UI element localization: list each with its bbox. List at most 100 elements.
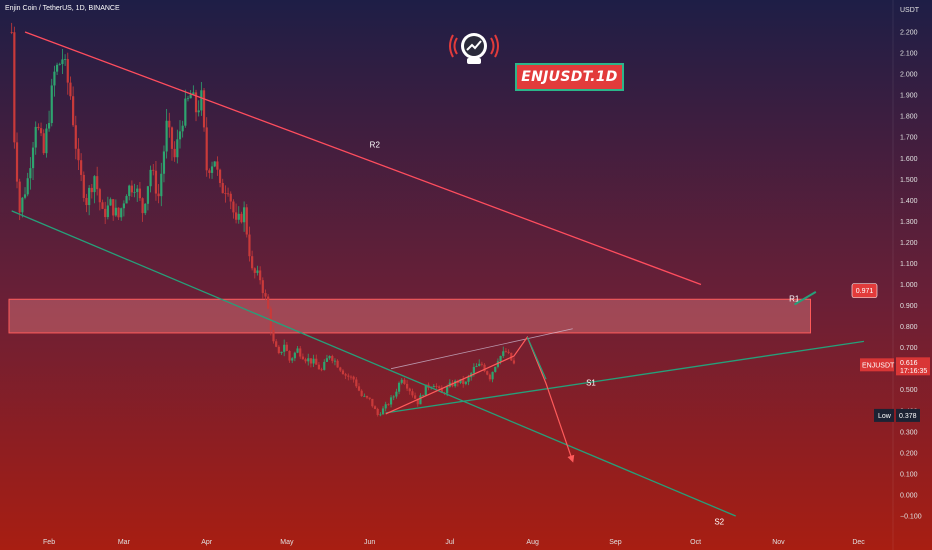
month-tick-label: Jun bbox=[364, 539, 375, 546]
candle bbox=[61, 48, 64, 74]
candle bbox=[101, 199, 104, 210]
candle bbox=[53, 65, 56, 97]
candle bbox=[355, 377, 358, 388]
time-axis[interactable]: Feb Mar Apr May Jun Jul Aug Sep Oct Nov Dec bbox=[43, 539, 865, 546]
candle bbox=[234, 203, 238, 224]
candle bbox=[88, 185, 91, 216]
candle bbox=[280, 351, 283, 355]
candle bbox=[285, 342, 288, 352]
candle bbox=[69, 76, 72, 100]
candle bbox=[21, 196, 24, 218]
candle bbox=[267, 294, 270, 310]
r1-price-tag[interactable]: 0.971 bbox=[851, 283, 878, 298]
price-axis[interactable]: 2.200 2.100 2.000 1.900 1.800 1.700 1.600 1.500… bbox=[900, 30, 922, 521]
candle bbox=[216, 156, 219, 176]
price-tick-label: 0.800 bbox=[900, 324, 918, 331]
candle bbox=[379, 412, 382, 417]
candle bbox=[315, 354, 318, 365]
candle bbox=[272, 325, 275, 344]
price-tick-label: 2.000 bbox=[900, 72, 918, 79]
candle bbox=[504, 348, 508, 353]
s1-label: S1 bbox=[586, 379, 596, 388]
price-tick-label: 1.000 bbox=[900, 282, 918, 289]
candle bbox=[494, 366, 497, 373]
candle bbox=[45, 124, 48, 158]
candle bbox=[363, 393, 366, 397]
price-tick-label: 0.300 bbox=[900, 429, 918, 436]
candle bbox=[483, 363, 486, 373]
candle bbox=[288, 350, 291, 363]
candle bbox=[365, 395, 369, 400]
candle bbox=[413, 392, 417, 400]
candle bbox=[283, 339, 286, 357]
candle bbox=[371, 398, 374, 408]
candle bbox=[403, 377, 406, 385]
candle bbox=[77, 138, 80, 171]
candle bbox=[72, 86, 75, 127]
svg-text:17:16:35: 17:16:35 bbox=[900, 368, 927, 375]
candle bbox=[208, 168, 211, 179]
trendline-s2[interactable] bbox=[11, 210, 736, 517]
candle bbox=[395, 388, 398, 399]
candle bbox=[323, 359, 326, 371]
candle bbox=[128, 184, 131, 201]
candle bbox=[162, 145, 166, 183]
trendline-s1[interactable] bbox=[385, 340, 865, 414]
candle bbox=[296, 345, 299, 354]
price-tick-label: 0.100 bbox=[900, 471, 918, 478]
candle bbox=[18, 178, 21, 221]
candle bbox=[360, 389, 363, 397]
month-tick-label: Jul bbox=[445, 539, 454, 546]
candle bbox=[320, 367, 323, 372]
candle bbox=[259, 266, 262, 285]
price-tick-label: 0.200 bbox=[900, 450, 918, 457]
candle bbox=[55, 62, 59, 76]
candle bbox=[336, 359, 339, 368]
candle bbox=[237, 206, 240, 224]
candle bbox=[186, 95, 190, 102]
candle bbox=[400, 377, 403, 385]
candle bbox=[112, 198, 115, 221]
svg-text:ENJUSDT: ENJUSDT bbox=[862, 362, 895, 369]
candle bbox=[422, 394, 425, 397]
candle bbox=[411, 388, 414, 398]
candle bbox=[197, 100, 200, 117]
candle bbox=[240, 211, 243, 224]
month-tick-label: Dec bbox=[852, 539, 865, 546]
r1-resistance-zone[interactable] bbox=[8, 298, 812, 334]
candle bbox=[248, 226, 251, 262]
candle bbox=[192, 85, 195, 95]
candle bbox=[309, 358, 313, 368]
candle bbox=[114, 199, 117, 217]
candle bbox=[317, 361, 321, 370]
low-price-tag[interactable]: Low 0.378 bbox=[874, 408, 920, 422]
candle bbox=[331, 354, 334, 364]
trendline-upper-channel[interactable] bbox=[390, 328, 573, 370]
candle bbox=[170, 126, 174, 161]
candle bbox=[277, 345, 280, 355]
candle bbox=[26, 172, 29, 197]
svg-text:Low: Low bbox=[878, 413, 892, 420]
candle bbox=[157, 184, 160, 204]
candle bbox=[256, 265, 259, 276]
candle bbox=[96, 166, 99, 196]
candle bbox=[405, 380, 409, 391]
candle bbox=[341, 369, 345, 375]
candle bbox=[397, 381, 401, 395]
candle bbox=[454, 379, 457, 388]
candle bbox=[125, 194, 128, 204]
price-tick-label: 0.700 bbox=[900, 345, 918, 352]
candle bbox=[232, 199, 235, 219]
trendline-r2[interactable] bbox=[24, 31, 702, 286]
r1-label: R1 bbox=[789, 294, 800, 303]
candle bbox=[146, 185, 150, 211]
candle bbox=[291, 357, 294, 364]
candle bbox=[37, 123, 40, 131]
candle bbox=[93, 175, 96, 204]
candle bbox=[333, 358, 337, 366]
candle bbox=[293, 351, 296, 362]
